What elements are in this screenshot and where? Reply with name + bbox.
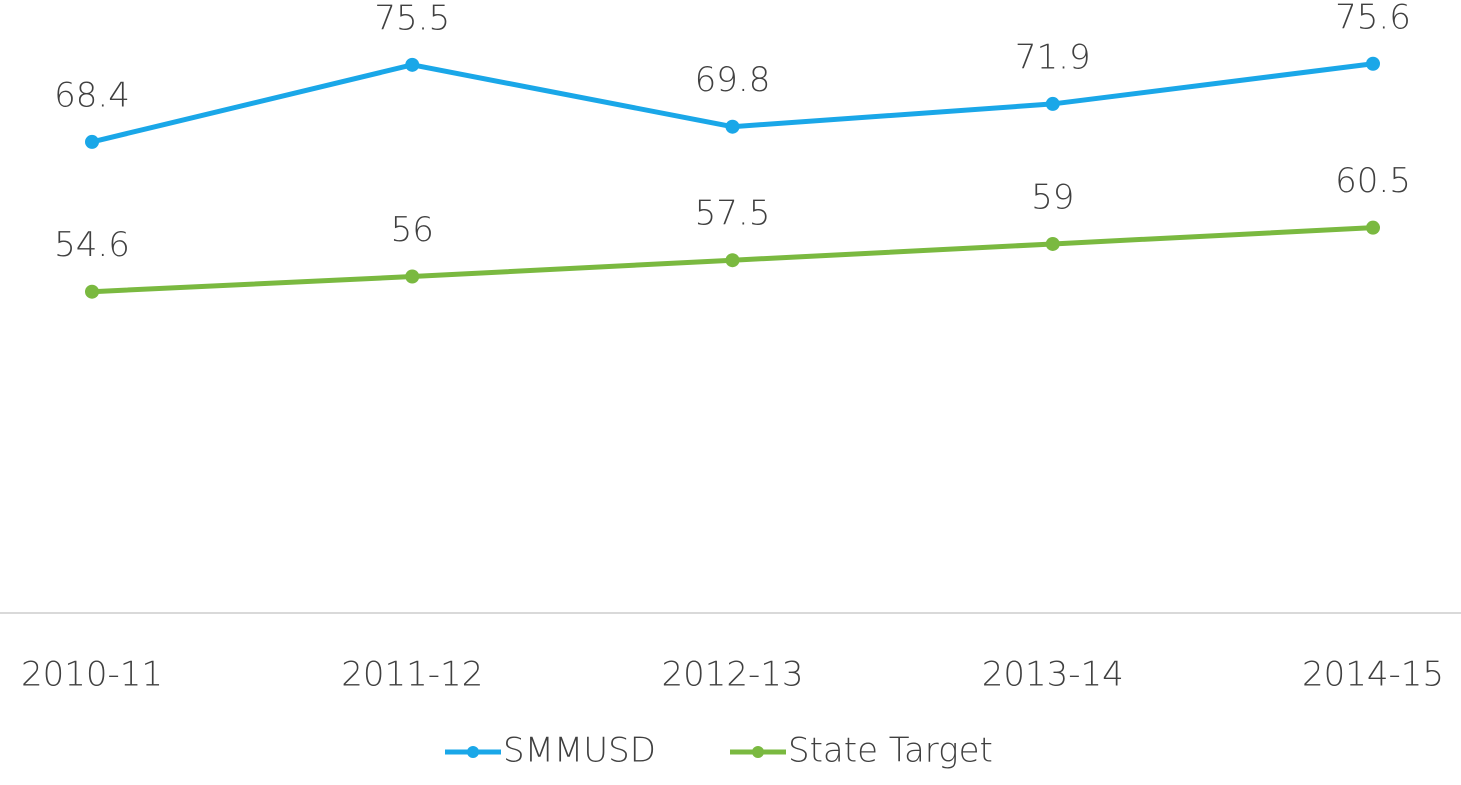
data-label: 57.5 (695, 194, 771, 234)
data-point (405, 57, 420, 72)
data-label: 75.6 (1335, 0, 1411, 37)
legend-marker (467, 746, 479, 758)
data-point (85, 284, 99, 299)
data-point (725, 119, 740, 134)
legend-label: SMMUSD (503, 731, 656, 771)
legend-marker (752, 746, 764, 758)
data-label: 75.5 (374, 0, 450, 38)
data-label: 60.5 (1335, 161, 1411, 201)
data-point (1045, 236, 1060, 251)
x-tick-label: 2014-15 (1302, 655, 1444, 695)
x-tick-label: 2010-11 (21, 655, 163, 695)
x-tick-label: 2012-13 (661, 655, 803, 695)
x-tick-label: 2013-14 (982, 655, 1124, 695)
data-label: 59 (1031, 177, 1074, 217)
data-point (1366, 220, 1380, 235)
x-tick-label: 2011-12 (341, 655, 483, 695)
data-point (405, 269, 420, 284)
data-point (1366, 56, 1380, 71)
data-label: 69.8 (695, 60, 771, 100)
legend-label: State Target (788, 731, 993, 771)
data-label: 56 (391, 210, 434, 250)
data-point (85, 134, 99, 149)
data-label: 68.4 (54, 75, 130, 115)
data-point (1045, 96, 1060, 111)
data-point (725, 253, 740, 268)
data-label: 71.9 (1015, 37, 1091, 77)
data-label: 54.6 (54, 225, 130, 265)
